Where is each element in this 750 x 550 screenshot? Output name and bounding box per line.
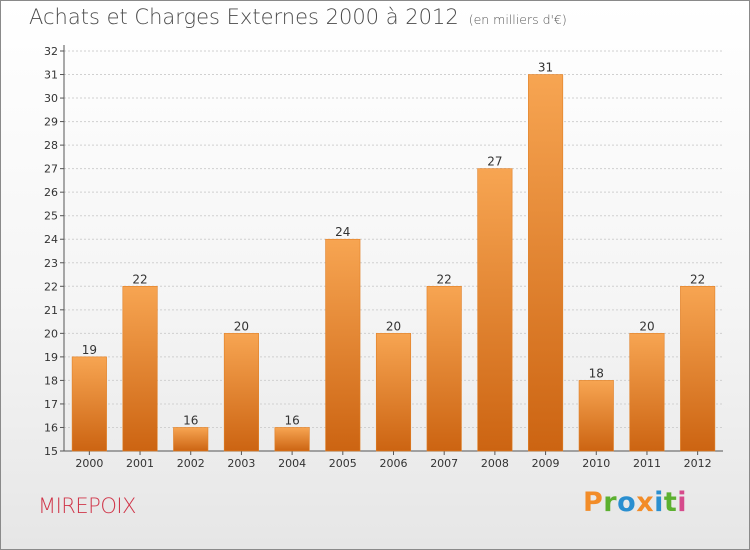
bar-value-label: 19 <box>82 343 97 357</box>
chart-title-text: Achats et Charges Externes 2000 à 2012 <box>29 5 459 29</box>
bar-value-label: 22 <box>690 272 705 286</box>
bar <box>375 333 412 452</box>
x-tick-label: 2008 <box>481 457 509 470</box>
y-tick-label: 25 <box>44 210 58 223</box>
bar-value-label: 22 <box>437 272 452 286</box>
bar-value-label: 20 <box>386 319 401 333</box>
x-tick-label: 2003 <box>227 457 255 470</box>
y-tick-label: 30 <box>44 92 58 105</box>
y-tick-label: 23 <box>44 257 58 270</box>
bar <box>223 333 259 452</box>
bar <box>173 427 209 452</box>
logo-letter: o <box>617 487 637 518</box>
y-tick-label: 24 <box>44 233 58 246</box>
y-tick-label: 28 <box>44 139 58 152</box>
logo-letter: r <box>603 487 618 518</box>
x-tick-label: 2000 <box>75 457 103 470</box>
y-tick-label: 17 <box>44 398 58 411</box>
x-tick-label: 2009 <box>532 457 560 470</box>
bar-value-label: 22 <box>132 272 147 286</box>
x-tick-label: 2002 <box>177 457 205 470</box>
x-tick-label: 2004 <box>278 457 306 470</box>
y-tick-label: 22 <box>44 280 58 293</box>
chart-title: Achats et Charges Externes 2000 à 2012 (e… <box>29 5 567 29</box>
bars <box>71 74 716 452</box>
bar <box>274 427 310 452</box>
y-tick-label: 16 <box>44 421 58 434</box>
y-tick-label: 26 <box>44 186 58 199</box>
y-tick-label: 31 <box>44 69 58 82</box>
bar-value-label: 27 <box>487 155 502 169</box>
labels: 15 16 17 18 19 20 21 22 23 24 25 26 27 28 29 30 31 32 19 20… <box>44 45 712 470</box>
x-tick-label: 2007 <box>430 457 458 470</box>
y-tick-label: 19 <box>44 351 58 364</box>
bar-value-label: 16 <box>183 413 198 427</box>
logo-letter: P <box>583 487 604 518</box>
y-tick-label: 27 <box>44 163 58 176</box>
town-name: MIREPOIX <box>38 494 136 518</box>
bar-value-label: 20 <box>639 319 654 333</box>
y-tick-label: 21 <box>44 304 58 317</box>
y-tick-label: 18 <box>44 374 58 387</box>
x-tick-label: 2011 <box>633 457 661 470</box>
logo-letter: i <box>677 487 688 518</box>
bar-value-label: 31 <box>538 61 553 75</box>
y-tick-label: 32 <box>44 45 58 58</box>
y-tick-label: 20 <box>44 327 58 340</box>
logo-letter: t <box>663 487 678 518</box>
y-tick-label: 29 <box>44 116 58 129</box>
bar-value-label: 24 <box>335 225 350 239</box>
x-tick-label: 2012 <box>684 457 712 470</box>
x-tick-label: 2010 <box>582 457 610 470</box>
bar-value-label: 18 <box>589 366 604 380</box>
bar <box>325 238 361 452</box>
bar <box>71 356 107 452</box>
x-tick-label: 2001 <box>126 457 154 470</box>
bar <box>528 74 564 452</box>
proxiti-logo[interactable]: Proxiti <box>583 487 687 518</box>
chart-subtitle: (en milliers d'€) <box>468 12 567 27</box>
bar <box>629 333 665 452</box>
bar <box>578 380 614 452</box>
x-tick-label: 2005 <box>329 457 357 470</box>
bar <box>426 285 462 452</box>
bar-value-label: 20 <box>234 319 249 333</box>
y-tick-label: 15 <box>44 445 58 458</box>
bar <box>680 285 716 452</box>
logo-letter: i <box>654 487 664 518</box>
bar-value-label: 16 <box>284 413 299 427</box>
logo-letter: x <box>636 487 655 518</box>
x-tick-label: 2006 <box>380 457 408 470</box>
bar <box>122 285 158 452</box>
bar <box>477 168 513 452</box>
